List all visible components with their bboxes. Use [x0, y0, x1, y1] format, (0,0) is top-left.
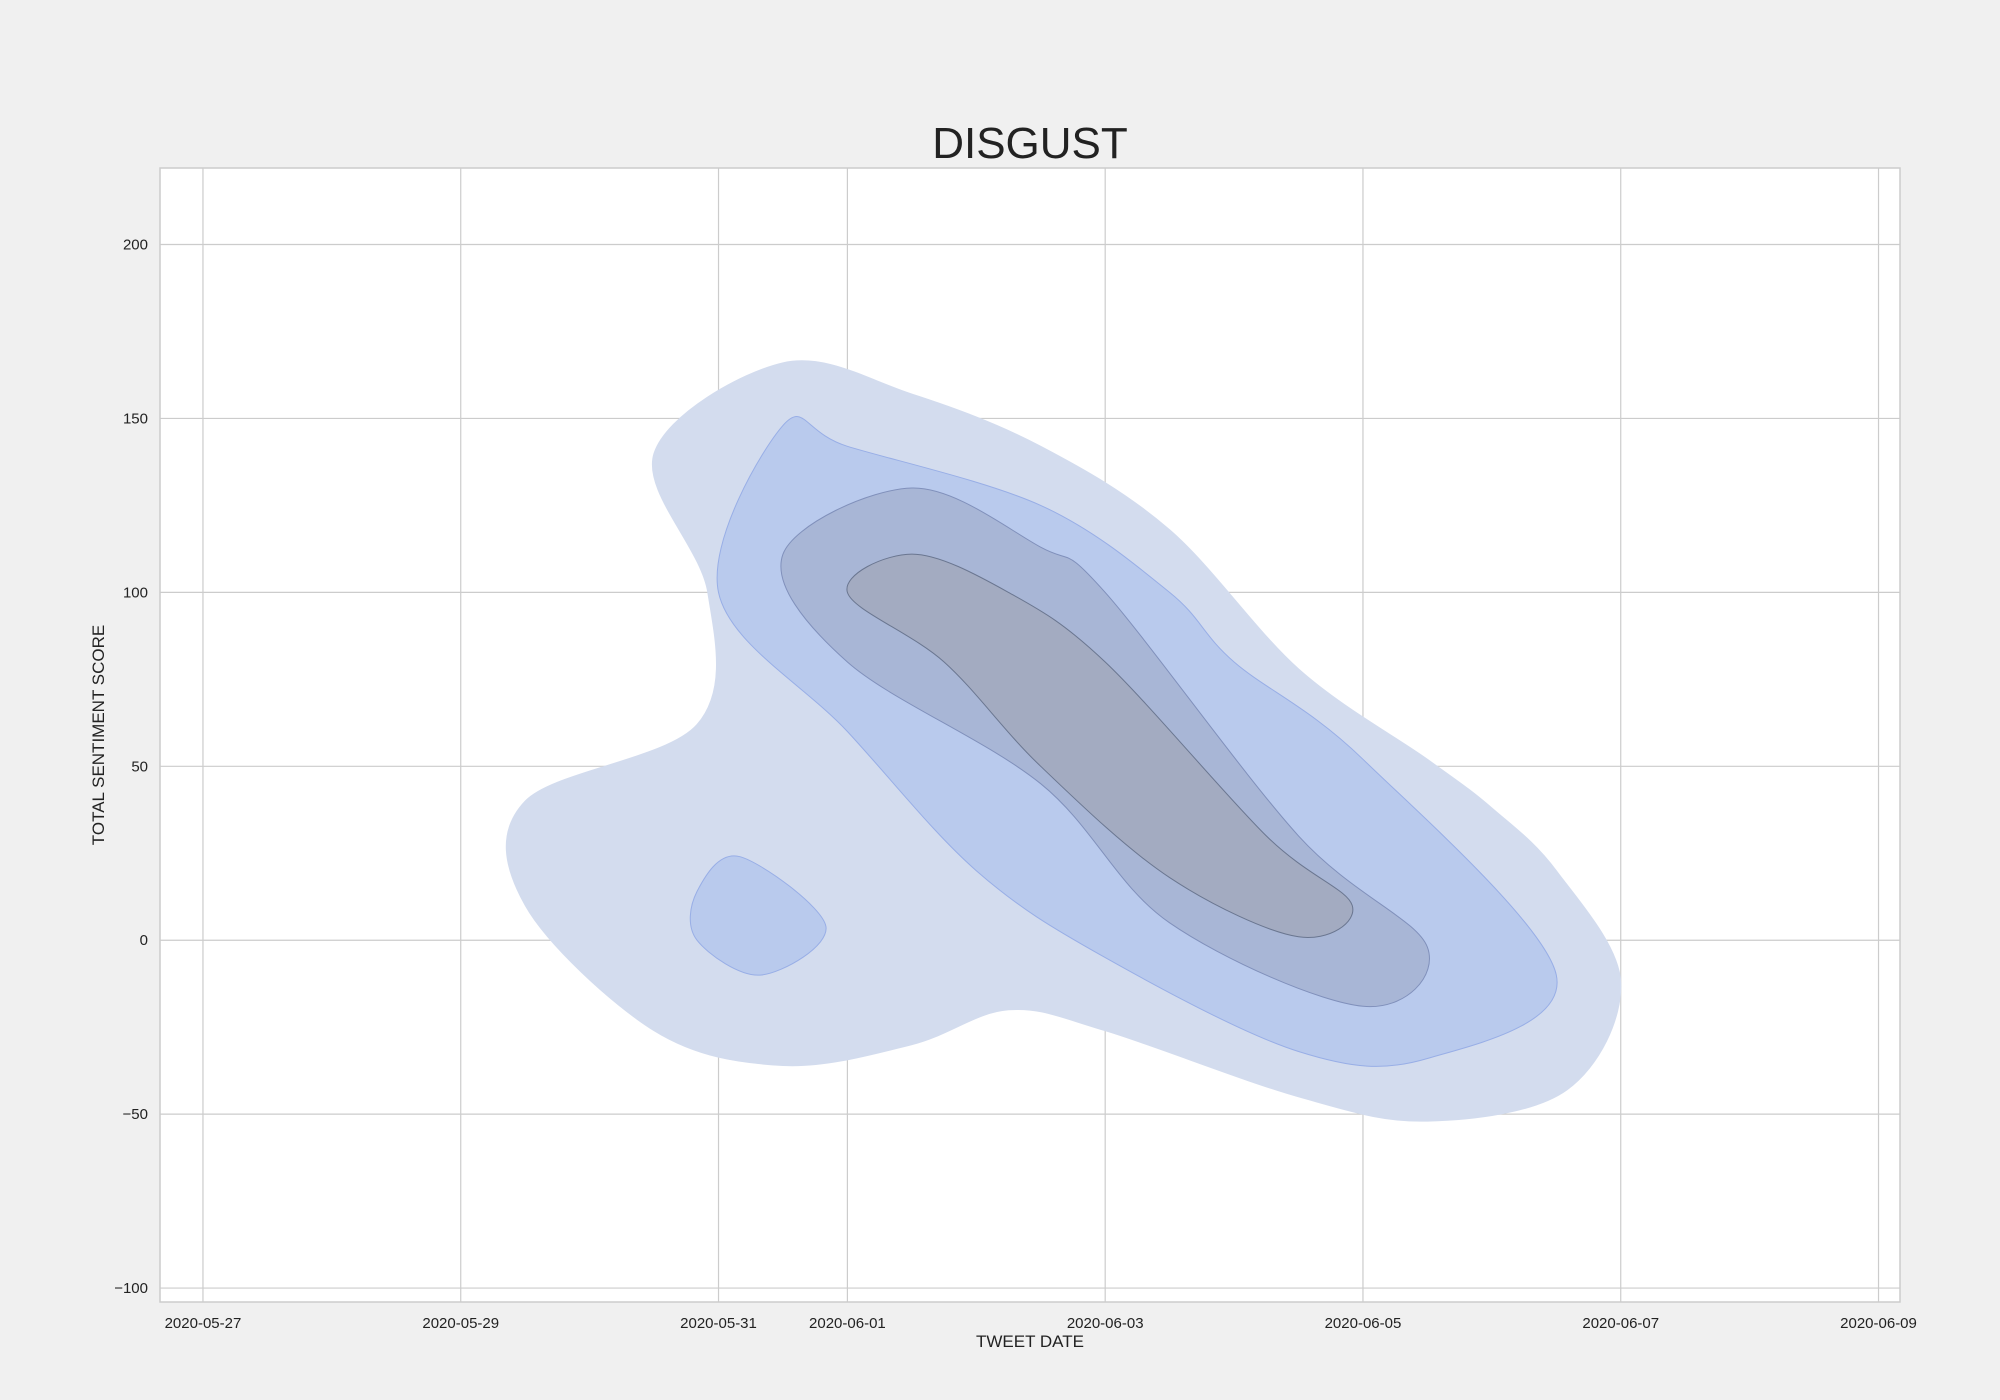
x-tick-label: 2020-06-07	[1582, 1315, 1659, 1332]
x-axis-ticks: 2020-05-27 2020-05-29 2020-05-31 2020-06-01…	[165, 1315, 1917, 1332]
density-contours	[505, 360, 1622, 1122]
y-tick-label: 0	[140, 932, 148, 949]
y-tick-label: 200	[123, 237, 148, 254]
y-axis-ticks: 200 150 100 50 0 −50 −100	[114, 237, 148, 1298]
x-tick-label: 2020-06-03	[1067, 1315, 1144, 1332]
x-tick-label: 2020-05-29	[422, 1315, 499, 1332]
x-tick-label: 2020-05-27	[165, 1315, 242, 1332]
y-tick-label: −50	[123, 1106, 148, 1123]
density-contour-level-2	[689, 855, 827, 976]
x-tick-label: 2020-06-01	[809, 1315, 886, 1332]
y-tick-label: −100	[114, 1280, 148, 1297]
chart-title: DISGUST	[932, 119, 1128, 168]
y-tick-label: 50	[131, 758, 148, 775]
x-axis-label: TWEET DATE	[976, 1332, 1084, 1351]
x-tick-label: 2020-06-05	[1325, 1315, 1402, 1332]
y-tick-label: 150	[123, 410, 148, 427]
y-tick-label: 100	[123, 584, 148, 601]
plot-frame	[159, 167, 1901, 1303]
x-tick-label: 2020-06-09	[1840, 1315, 1917, 1332]
density-contour-level-4	[846, 553, 1354, 938]
y-axis-label: TOTAL SENTIMENT SCORE	[89, 625, 108, 845]
x-tick-label: 2020-05-31	[680, 1315, 757, 1332]
